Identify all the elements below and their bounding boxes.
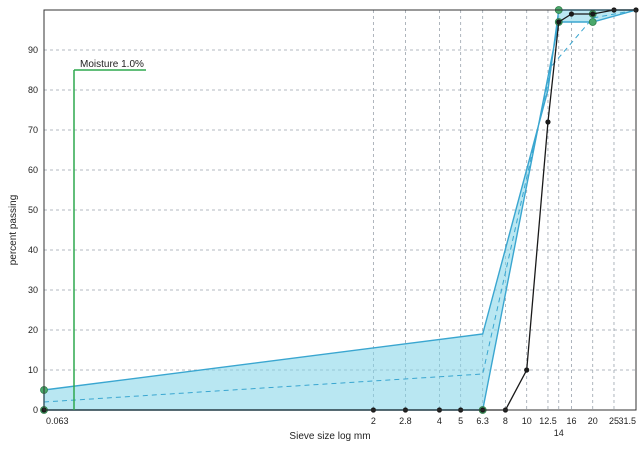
y-tick-label: 90 xyxy=(28,45,38,55)
x-tick-label: 14 xyxy=(554,428,564,438)
y-tick-label: 30 xyxy=(28,285,38,295)
x-tick-label: 10 xyxy=(522,416,532,426)
x-tick-label: 6.3 xyxy=(476,416,489,426)
series-point xyxy=(545,119,551,125)
x-tick-label: 5 xyxy=(458,416,463,426)
y-tick-label: 40 xyxy=(28,245,38,255)
y-tick-label: 20 xyxy=(28,325,38,335)
y-tick-label: 10 xyxy=(28,365,38,375)
series-point xyxy=(568,11,575,17)
y-tick-label: 70 xyxy=(28,125,38,135)
series-point xyxy=(590,11,596,17)
series-point xyxy=(524,367,530,373)
x-axis-label: Sieve size log mm xyxy=(289,431,370,442)
x-tick-label: 4 xyxy=(437,416,442,426)
x-tick-label: 25 xyxy=(609,416,619,426)
tick-labels: 0 10 20 30 40 50 60 70 80 90 0.063 2 2.8 4 5 6.3 8 10 12.5… xyxy=(28,45,636,438)
x-tick-label: 0.063 xyxy=(46,416,69,426)
x-tick-label: 20 xyxy=(588,416,598,426)
series-point xyxy=(556,19,562,25)
x-tick-label: 12.5 xyxy=(539,416,557,426)
y-tick-label: 0 xyxy=(33,405,38,415)
x-tick-label: 2.8 xyxy=(399,416,412,426)
y-axis-label: percent passing xyxy=(8,195,19,266)
y-tick-label: 50 xyxy=(28,205,38,215)
moisture-label: Moisture 1.0% xyxy=(80,59,144,70)
x-tick-label: 16 xyxy=(566,416,576,426)
plot-frame xyxy=(43,9,637,411)
x-tick-label: 2 xyxy=(371,416,376,426)
y-tick-label: 80 xyxy=(28,85,38,95)
y-tick-label: 60 xyxy=(28,165,38,175)
envelope-marker xyxy=(588,18,597,26)
annotation-layer: Moisture 1.0% xyxy=(73,59,146,410)
x-tick-label: 31.5 xyxy=(618,416,636,426)
axis-layer xyxy=(43,9,637,411)
x-tick-label: 8 xyxy=(503,416,508,426)
